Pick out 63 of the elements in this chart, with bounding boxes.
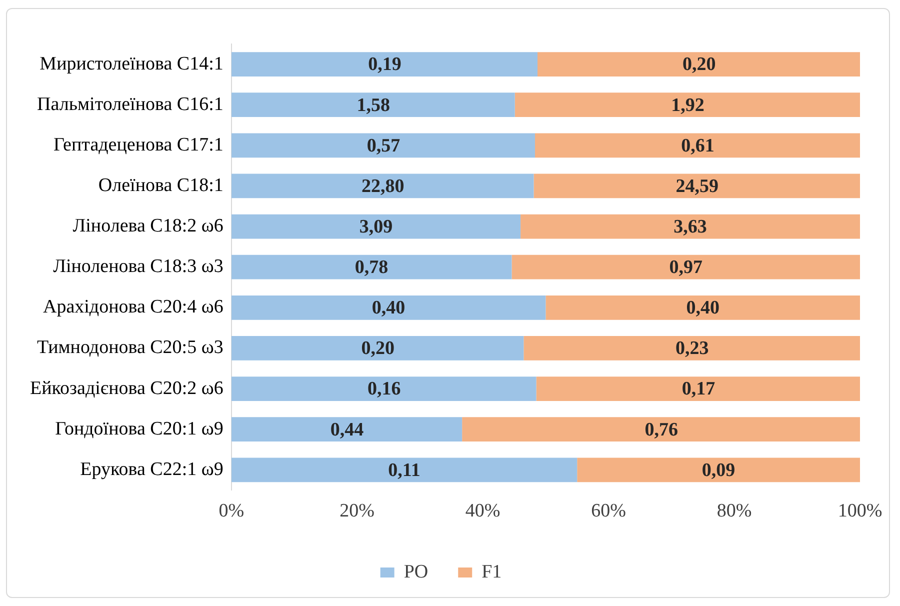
y-tick-label: Ерукова С22:1 ω9	[80, 458, 224, 480]
annotation: 1,92	[671, 94, 704, 116]
bar	[536, 376, 860, 401]
bar	[231, 295, 546, 320]
y-tick-label: Миристолеїнова С14:1	[40, 53, 224, 74]
y-tick-label: Ейкозадієнова С20:2 ω6	[30, 378, 224, 399]
bar	[231, 376, 536, 401]
y-tick-label: Тимнодонова С20:5 ω3	[36, 337, 224, 358]
annotation: 0,17	[682, 378, 716, 400]
bar	[520, 214, 860, 239]
annotation: 0,97	[669, 257, 703, 278]
y-tick-label: Олеїнова С18:1	[98, 174, 224, 196]
annotation: 0,40	[686, 298, 720, 319]
annotation: 0,09	[702, 460, 736, 481]
annotation: 0,78	[354, 257, 388, 278]
annotation: 0,11	[388, 460, 420, 481]
bar	[577, 458, 860, 482]
bar	[231, 336, 524, 360]
bar	[231, 458, 578, 482]
annotation: 3,09	[359, 216, 393, 238]
annotation: 0,44	[330, 419, 364, 440]
y-tick-label: Гептадеценова С17:1	[54, 134, 224, 156]
bar	[534, 133, 860, 158]
x-tick-label: 100%	[838, 500, 882, 522]
bar	[534, 174, 860, 198]
annotation: 0,20	[361, 338, 394, 360]
annotation: 0,23	[676, 338, 709, 360]
annotation: 0,76	[644, 419, 678, 440]
bar	[512, 254, 860, 280]
bar	[462, 417, 860, 442]
bar	[231, 174, 534, 198]
x-tick-label: 80%	[716, 500, 752, 522]
annotation: 0,20	[682, 54, 716, 76]
bar	[231, 254, 512, 280]
y-tick-label: Лінолева С18:2 ω6	[72, 216, 224, 237]
x-tick-label: 40%	[465, 500, 500, 522]
annotation: 3,63	[674, 216, 707, 238]
y-tick-label: Ліноленова С18:3 ω3	[53, 256, 224, 278]
y-tick-label: Пальмітолеїнова С16:1	[37, 94, 224, 115]
x-tick-label: 0%	[218, 500, 244, 522]
annotation: 0,40	[372, 298, 406, 319]
bar	[514, 92, 860, 118]
bar	[231, 133, 535, 158]
bar	[231, 214, 521, 239]
bar	[231, 92, 515, 118]
legend-label: PO	[404, 561, 428, 582]
bar	[524, 336, 860, 360]
bar	[231, 417, 462, 442]
bar	[546, 295, 860, 320]
annotation: 0,61	[681, 135, 714, 156]
bar	[231, 52, 538, 76]
annotation: 1,58	[356, 94, 390, 116]
y-tick-label: Гондоїнова С20:1 ω9	[55, 418, 224, 440]
legend-label: F1	[482, 561, 502, 582]
y-tick-label: Арахідонова С20:4 ω6	[42, 296, 224, 318]
bar	[538, 52, 860, 76]
annotation: 0,57	[366, 135, 401, 156]
annotation: 0,16	[367, 378, 401, 400]
annotation: 22,80	[361, 176, 404, 197]
annotation: 24,59	[676, 176, 719, 197]
x-tick-label: 60%	[591, 500, 626, 522]
x-tick-label: 20%	[340, 500, 375, 522]
annotation: 0,19	[368, 54, 402, 76]
